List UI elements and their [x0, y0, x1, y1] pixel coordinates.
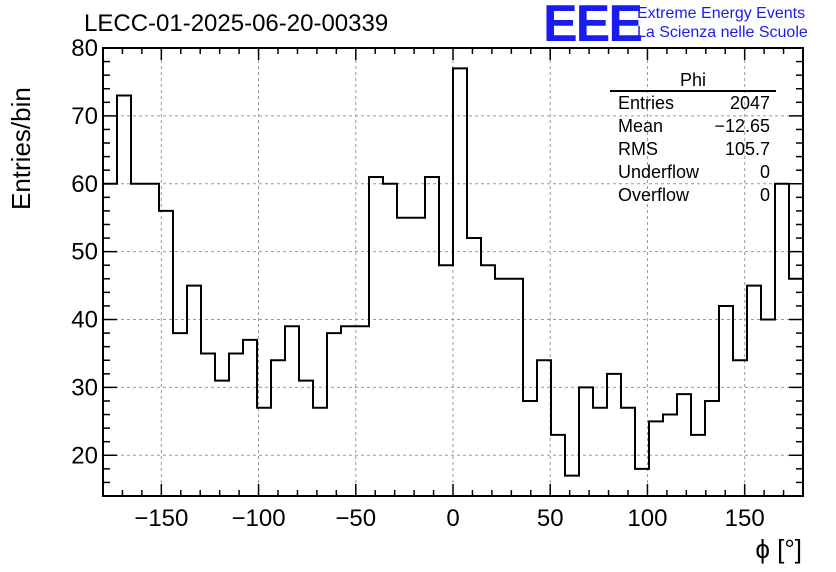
- y-tick-label: 20: [71, 442, 98, 469]
- histogram-bin: [551, 435, 565, 496]
- histogram-bin: [355, 326, 369, 496]
- histogram-bin: [187, 286, 201, 496]
- histogram-bin: [117, 96, 131, 496]
- x-tick-label: −100: [232, 505, 286, 532]
- histogram-bin: [411, 218, 425, 496]
- x-tick-label: −50: [335, 505, 376, 532]
- histogram-bin: [229, 353, 243, 496]
- histogram-bin: [299, 381, 313, 496]
- histogram-bin: [257, 408, 271, 496]
- x-axis-label: ϕ [°]: [755, 534, 802, 564]
- histogram-bin: [663, 415, 677, 496]
- stats-row-mean: Mean −12.65: [610, 115, 776, 138]
- axis-tick-labels: −150 −100 −50 0 50 100 150 20 30 40 50 60 70 80: [71, 35, 764, 532]
- histogram-bin: [677, 394, 691, 496]
- stats-value: 105.7: [724, 139, 770, 159]
- stats-label: RMS: [618, 139, 658, 159]
- histogram-bin: [747, 286, 761, 496]
- y-tick-label: 30: [71, 374, 98, 401]
- histogram-bin: [719, 306, 733, 496]
- histogram-bin: [103, 184, 117, 496]
- logo-line-2: La Scienza nelle Scuole: [637, 24, 808, 41]
- histogram-bin: [425, 177, 439, 496]
- histogram-bin: [383, 184, 397, 496]
- histogram-bin: [369, 177, 383, 496]
- axis-ticks: [102, 47, 804, 497]
- histogram-bin: [173, 333, 187, 496]
- x-tick-label: 0: [446, 505, 459, 532]
- histogram-bars: [103, 67, 803, 496]
- logo-line-1: Extreme Energy Events: [637, 5, 806, 22]
- y-axis-label: Entries/bin: [6, 87, 36, 210]
- histogram-step-line: [103, 67, 803, 477]
- histogram-bin: [565, 476, 579, 496]
- histogram-bin: [397, 218, 411, 496]
- stats-label: Underflow: [618, 162, 700, 182]
- y-tick-label: 80: [71, 35, 98, 62]
- x-tick-label: 100: [627, 505, 667, 532]
- histogram-bin: [775, 184, 789, 496]
- histogram-bin: [327, 333, 341, 496]
- eee-logo: EEE: [543, 0, 643, 53]
- histogram-bin: [509, 279, 523, 496]
- y-tick-label: 40: [71, 307, 98, 334]
- histogram-bin: [733, 360, 747, 496]
- y-tick-label: 50: [71, 239, 98, 266]
- histogram-bin: [593, 408, 607, 496]
- histogram-bin: [705, 401, 719, 496]
- histogram-bin: [481, 265, 495, 496]
- x-tick-label: −150: [134, 505, 188, 532]
- stats-label: Entries: [618, 93, 675, 113]
- x-tick-label: 150: [725, 505, 765, 532]
- stats-row-underflow: Underflow 0: [610, 161, 776, 184]
- histogram-bin: [341, 326, 355, 496]
- stats-value: −12.65: [714, 116, 770, 136]
- histogram-bin: [537, 360, 551, 496]
- histogram-bin: [313, 408, 327, 496]
- histogram-bin: [607, 374, 621, 496]
- x-tick-label: 50: [537, 505, 564, 532]
- histogram-bin: [131, 184, 145, 496]
- stats-box-title: Phi: [610, 70, 776, 92]
- histogram-bin: [453, 68, 467, 496]
- stats-row-rms: RMS 105.7: [610, 138, 776, 161]
- histogram-bin: [579, 387, 593, 496]
- histogram-bin: [285, 326, 299, 496]
- chart-title: LECC-01-2025-06-20-00339: [84, 10, 389, 37]
- histogram-bin: [495, 279, 509, 496]
- histogram-bin: [201, 353, 215, 496]
- histogram-bin: [159, 211, 173, 496]
- histogram-bin: [243, 340, 257, 496]
- histogram-bin: [271, 360, 285, 496]
- histogram-bin: [467, 238, 481, 496]
- histogram-bin: [761, 320, 775, 496]
- histogram-bin: [215, 381, 229, 496]
- histogram-bin: [621, 408, 635, 496]
- histogram-bin: [649, 421, 663, 496]
- stats-value: 0: [759, 162, 770, 182]
- histogram-bin: [691, 435, 705, 496]
- histogram-bin: [145, 184, 159, 496]
- logo-caption: Extreme Energy Events La Scienza nelle S…: [637, 4, 808, 42]
- stats-label: Overflow: [618, 185, 690, 205]
- stats-row-entries: Entries 2047: [610, 92, 776, 115]
- stats-row-overflow: Overflow 0: [610, 184, 776, 207]
- histogram-bin: [523, 401, 537, 496]
- stats-value: 0: [759, 185, 770, 205]
- histogram-bin: [439, 265, 453, 496]
- y-tick-label: 60: [71, 171, 98, 198]
- stats-value: 2047: [729, 93, 770, 113]
- y-tick-label: 70: [71, 103, 98, 130]
- stats-label: Mean: [618, 116, 664, 136]
- stats-box: Phi Entries 2047 Mean −12.65 RMS 105.7 U…: [610, 70, 776, 207]
